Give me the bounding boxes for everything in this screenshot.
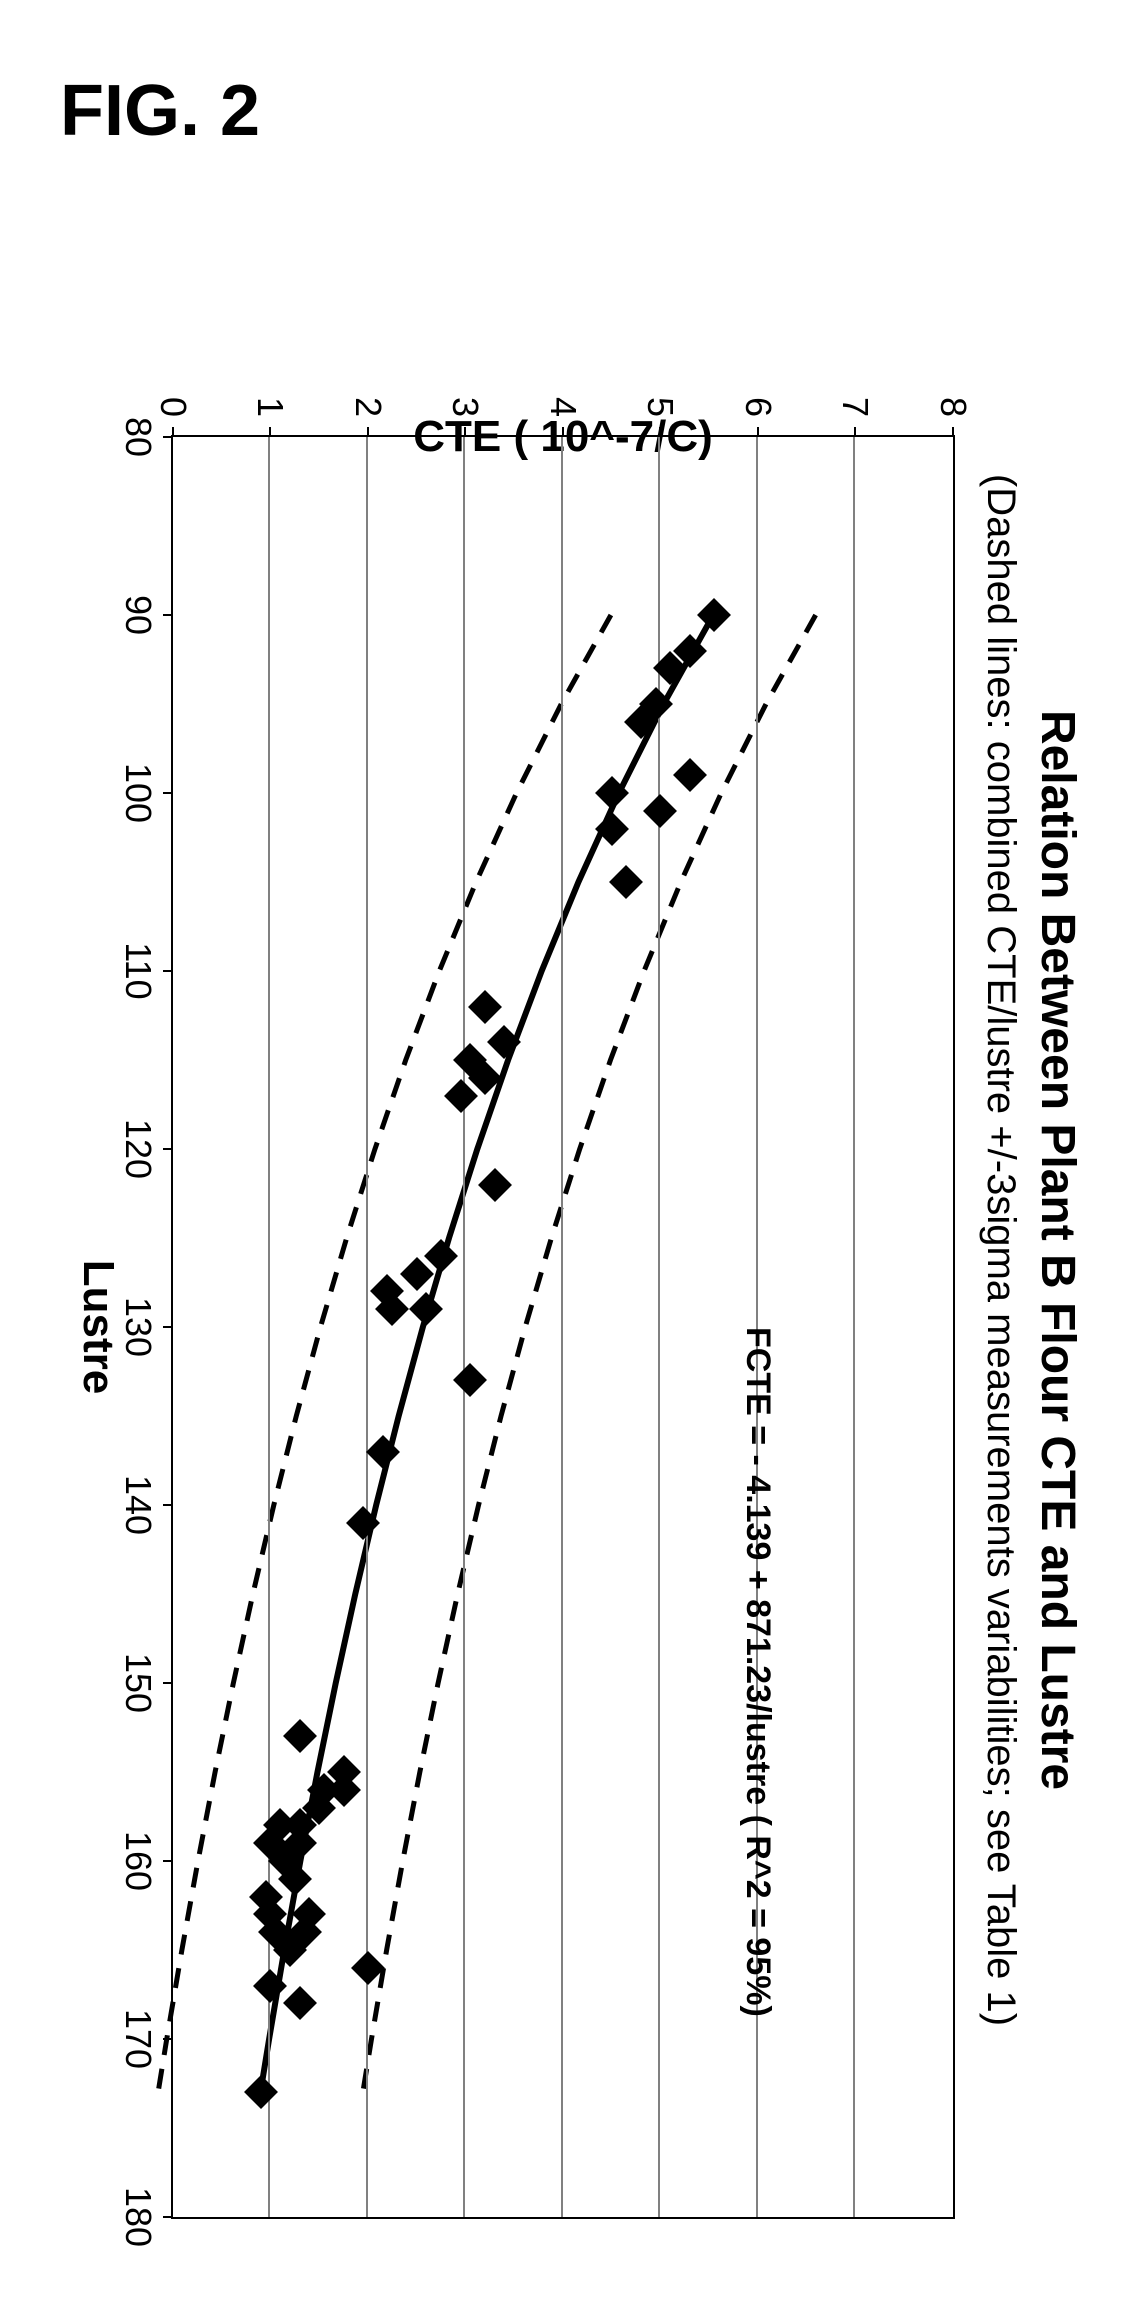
x-tick — [163, 2216, 173, 2218]
y-tick-label: 2 — [347, 397, 389, 417]
x-tick — [163, 970, 173, 972]
chart-subtitle: (Dashed lines: combined CTE/lustre +/-3s… — [978, 225, 1023, 2275]
x-tick-label: 140 — [117, 1475, 159, 1535]
x-tick-label: 100 — [117, 763, 159, 823]
y-tick-label: 6 — [737, 397, 779, 417]
y-tick — [465, 427, 467, 437]
equation-annotation: FCTE = - 4.139 + 871.23/lustre ( R^2 = 9… — [739, 1327, 778, 2017]
x-tick — [163, 2038, 173, 2040]
y-tick — [367, 427, 369, 437]
y-tick-label: 5 — [640, 397, 682, 417]
x-tick — [163, 1860, 173, 1862]
y-tick-label: 1 — [250, 397, 292, 417]
gridline — [854, 437, 856, 2217]
x-tick — [163, 1148, 173, 1150]
gridline — [464, 437, 466, 2217]
y-tick — [660, 427, 662, 437]
y-tick — [855, 427, 857, 437]
chart-container: Relation Between Plant B Flour CTE and L… — [35, 225, 1085, 2275]
fit-curve — [260, 615, 713, 2092]
x-tick-label: 180 — [117, 2187, 159, 2247]
y-tick-label: 4 — [542, 397, 584, 417]
y-tick-label: 8 — [932, 397, 974, 417]
x-tick-label: 150 — [117, 1653, 159, 1713]
x-tick — [163, 1326, 173, 1328]
x-tick — [163, 436, 173, 438]
x-tick-label: 80 — [117, 417, 159, 457]
gridline — [269, 437, 271, 2217]
y-tick-label: 0 — [152, 397, 194, 417]
y-tick — [757, 427, 759, 437]
y-tick — [952, 427, 954, 437]
x-tick-label: 120 — [117, 1119, 159, 1179]
y-tick — [270, 427, 272, 437]
lower-band — [158, 615, 611, 2092]
x-tick — [163, 614, 173, 616]
x-tick — [163, 792, 173, 794]
x-tick-label: 130 — [117, 1297, 159, 1357]
gridline — [561, 437, 563, 2217]
y-tick-label: 7 — [835, 397, 877, 417]
x-tick-label: 90 — [117, 595, 159, 635]
chart-title: Relation Between Plant B Flour CTE and L… — [1030, 225, 1085, 2275]
x-tick-label: 160 — [117, 1831, 159, 1891]
x-axis-label: Lustre — [73, 437, 123, 2217]
x-tick-label: 110 — [117, 942, 159, 999]
x-tick-label: 170 — [117, 2009, 159, 2069]
figure-label: FIG. 2 — [60, 70, 260, 152]
y-tick — [562, 427, 564, 437]
x-tick — [163, 1504, 173, 1506]
y-tick-label: 3 — [445, 397, 487, 417]
plot-area: Lustre CTE ( 10^-7/C) 012345678809010011… — [171, 435, 955, 2219]
x-tick — [163, 1682, 173, 1684]
